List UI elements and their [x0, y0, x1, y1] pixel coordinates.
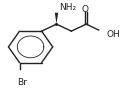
Polygon shape: [55, 13, 58, 24]
Text: O: O: [81, 5, 88, 14]
Text: OH: OH: [107, 30, 121, 39]
Text: NH₂: NH₂: [59, 3, 76, 12]
Text: Br: Br: [17, 78, 27, 87]
